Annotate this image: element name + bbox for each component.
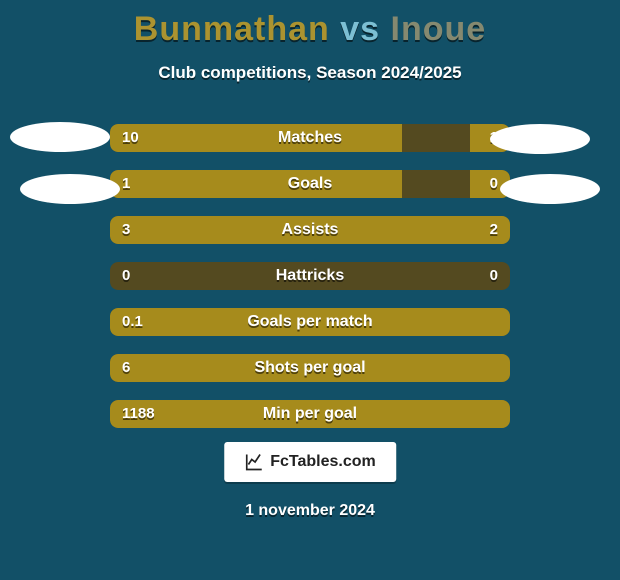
stat-row: 10Goals <box>110 170 510 198</box>
decorative-ellipse <box>490 124 590 154</box>
footer-date: 1 november 2024 <box>0 502 620 520</box>
badge-text: FcTables.com <box>270 453 376 471</box>
stat-label: Assists <box>110 216 510 244</box>
decorative-ellipse <box>10 122 110 152</box>
stat-label: Min per goal <box>110 400 510 428</box>
stat-row: 6Shots per goal <box>110 354 510 382</box>
stat-label: Goals per match <box>110 308 510 336</box>
comparison-title: Bunmathan vs Inoue <box>0 0 620 49</box>
title-vs: vs <box>330 10 391 48</box>
title-player1: Bunmathan <box>134 10 330 48</box>
decorative-ellipse <box>20 174 120 204</box>
title-player2: Inoue <box>391 10 487 48</box>
stat-row: 00Hattricks <box>110 262 510 290</box>
stat-row: 101Matches <box>110 124 510 152</box>
infographic-canvas: Bunmathan vs Inoue Club competitions, Se… <box>0 0 620 580</box>
stat-rows: 101Matches 10Goals 32Assists 00Hattricks 0.1… <box>110 124 510 446</box>
stat-label: Goals <box>110 170 510 198</box>
decorative-ellipse <box>500 174 600 204</box>
source-badge[interactable]: FcTables.com <box>224 442 396 482</box>
stat-label: Shots per goal <box>110 354 510 382</box>
stat-label: Matches <box>110 124 510 152</box>
stat-row: 0.1Goals per match <box>110 308 510 336</box>
stat-row: 1188Min per goal <box>110 400 510 428</box>
chart-icon <box>244 452 264 472</box>
stat-label: Hattricks <box>110 262 510 290</box>
subtitle: Club competitions, Season 2024/2025 <box>0 63 620 83</box>
stat-row: 32Assists <box>110 216 510 244</box>
